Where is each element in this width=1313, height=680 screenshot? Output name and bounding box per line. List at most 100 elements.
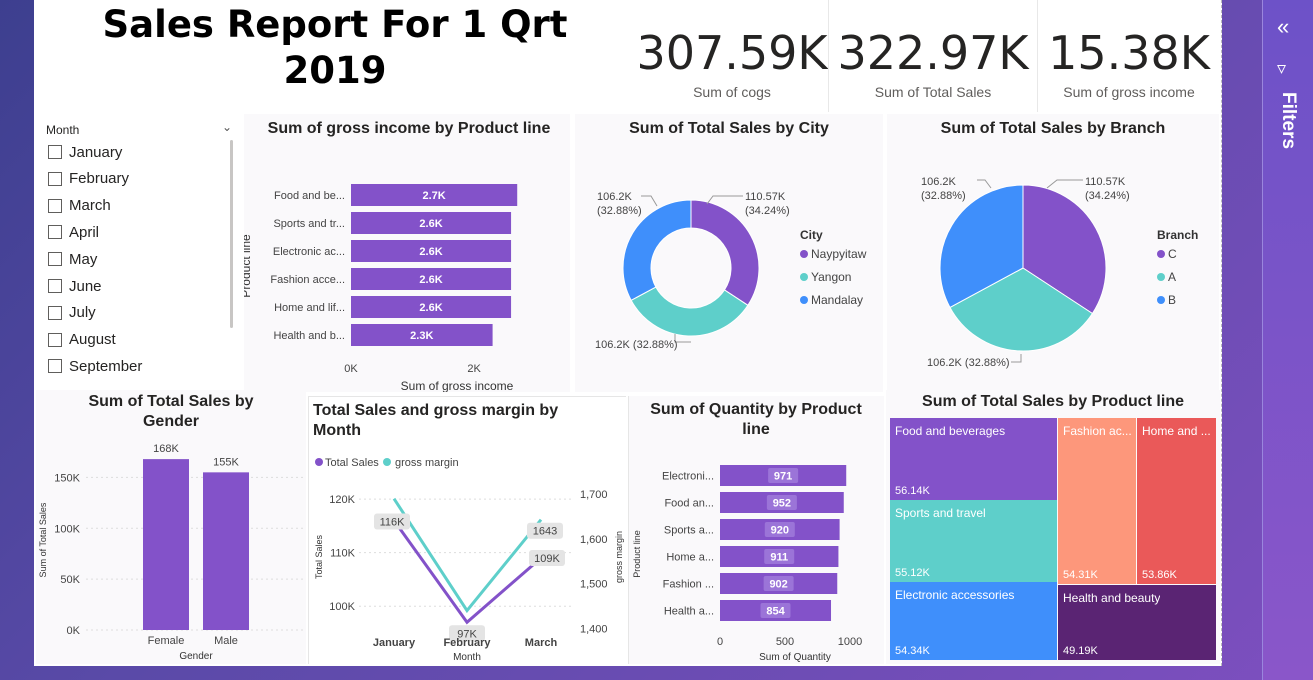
legend-title: City [800,228,823,242]
treemap-cell[interactable]: Electronic accessories 54.34K [890,582,1057,660]
slice-percent: (34.24%) [1085,190,1130,202]
bar [351,296,512,318]
treemap-cell-label: Health and beauty [1063,591,1161,605]
checkbox[interactable] [48,359,62,374]
treemap-cell[interactable]: Food and beverages 56.14K [890,418,1057,500]
chart-title: Sum of Total Sales by City [629,120,829,137]
legend-marker [1157,250,1165,258]
slicer-item-march[interactable]: March [48,197,111,215]
kpi-value: 15.38K [1048,26,1210,80]
treemap-cell-value: 55.12K [895,567,930,579]
slicer-item-january[interactable]: January [48,143,122,161]
data-label-bg [768,468,799,483]
y-tick-label: 50K [60,574,80,586]
data-label-bg [449,625,485,642]
y2-axis-label: gross margin [614,531,624,583]
checkbox[interactable] [48,305,62,320]
legend-entry: Naypyitaw [811,247,867,261]
slice-percent: (34.24%) [745,205,790,217]
bar [351,184,518,206]
checkbox[interactable] [48,252,62,267]
gross-income-by-product-chart[interactable]: Sum of gross income by Product line Food… [244,114,570,392]
data-label: 2.6K [419,246,442,258]
bar-chart-svg: Food and be... 2.7K Sports and tr... 2.6K El… [244,184,518,392]
category-label: Food and be... [274,190,345,202]
double-chevron-left-icon[interactable]: « [1277,14,1290,39]
sales-by-branch-chart[interactable]: Sum of Total Sales by Branch 110.57K (34.… [887,114,1219,392]
chart-title: Sum of Total Sales by Product line [922,393,1184,410]
slicer-item-february[interactable]: February [48,170,129,188]
chevron-down-icon[interactable]: ⌄ [222,120,233,134]
slicer-item-label: July [69,304,96,322]
kpi-label: Sum of Total Sales [874,84,992,100]
slicer-item-label: March [69,197,111,215]
checkbox[interactable] [48,198,62,213]
kpi-value: 307.59K [636,26,828,80]
legend-marker [315,458,323,466]
y2-tick-label: 1,600 [580,534,608,546]
slicer-item-april[interactable]: April [48,223,99,241]
slicer-item-july[interactable]: July [48,304,96,322]
category-label: Electroni... [662,471,714,483]
treemap-cell[interactable]: Fashion ac... 54.31K [1058,418,1136,584]
slice-label: 106.2K [921,176,957,188]
checkbox[interactable] [48,145,62,159]
filters-pane[interactable]: « ▿ Filters [1262,0,1313,680]
sales-by-city-chart[interactable]: Sum of Total Sales by City 110.57K (34.24… [575,114,883,392]
kpi-card-total-sales[interactable]: 322.97K Sum of Total Sales [829,0,1037,112]
leader-line [674,334,691,343]
legend-entry: B [1168,293,1176,307]
legend-entry: gross margin [395,457,459,469]
checkbox[interactable] [48,332,62,347]
funnel-icon[interactable]: ▿ [1277,58,1287,78]
data-label: 2.6K [419,218,442,230]
slicer-item-label: September [69,357,143,375]
slicer-item-august[interactable]: August [48,331,116,349]
data-label: 971 [774,471,792,483]
y-tick-label: 100K [329,601,355,613]
slicer-item-may[interactable]: May [48,250,97,268]
category-label: Food an... [664,498,714,510]
checkbox[interactable] [48,171,62,186]
data-label: 116K [380,517,406,529]
slice-label: 106.2K (32.88%) [595,339,678,351]
slice-label: 106.2K (32.88%) [927,357,1010,369]
data-label: 109K [534,553,560,565]
leader-line [1046,179,1083,189]
category-label: Sports a... [664,525,714,537]
category-label: Male [214,635,238,647]
slicer-item-label: May [69,250,98,268]
category-label: Sports and tr... [273,218,345,230]
data-label: 2.6K [419,274,442,286]
category-label: Home a... [666,552,714,564]
treemap-cell[interactable]: Health and beauty 49.19K [1058,585,1216,660]
data-label: 911 [770,552,788,564]
month-slicer[interactable]: Month ⌄ January February March April May June… [40,118,236,390]
slicer-scrollbar[interactable] [230,140,233,328]
treemap-cell[interactable]: Sports and travel 55.12K [890,500,1057,582]
treemap-cell[interactable]: Home and ... 53.86K [1137,418,1216,584]
bar-chart-svg: Electroni... 971 Food an... 952 Sports a... 9… [632,465,862,663]
legend-title: Branch [1157,228,1198,242]
checkbox[interactable] [48,279,62,293]
treemap-cell-label: Fashion ac... [1063,424,1132,438]
pie-slice [630,286,749,337]
slice-percent: (32.88%) [597,205,642,217]
legend-entry: Yangon [811,270,851,284]
quantity-by-product-chart[interactable]: Sum of Quantity by Product line Electron… [628,396,884,664]
sales-by-gender-chart[interactable]: Sum of Total Sales by Gender 0K 50K 100K 15… [36,390,306,664]
slicer-header: Month [46,123,80,137]
treemap: Food and beverages 56.14K Sports and trave… [890,418,1216,660]
kpi-card-gross-income[interactable]: 15.38K Sum of gross income [1038,0,1220,112]
chart-title: Sum of Quantity by Product line [650,401,862,438]
slicer-item-september[interactable]: September [48,357,142,375]
kpi-card-cogs[interactable]: 307.59K Sum of cogs [636,0,828,112]
sales-treemap-chart[interactable]: Sum of Total Sales by Product line Food … [886,390,1220,664]
slicer-item-june[interactable]: June [48,277,102,295]
treemap-cell-value: 56.14K [895,485,930,497]
report-title: Sales Report For 1 Qrt 2019 [40,2,630,112]
filters-label: Filters [1278,92,1299,150]
checkbox[interactable] [48,225,62,240]
category-label: Health and b... [273,330,345,342]
sales-margin-by-month-chart[interactable]: Total Sales and gross margin by Month To… [308,396,626,664]
